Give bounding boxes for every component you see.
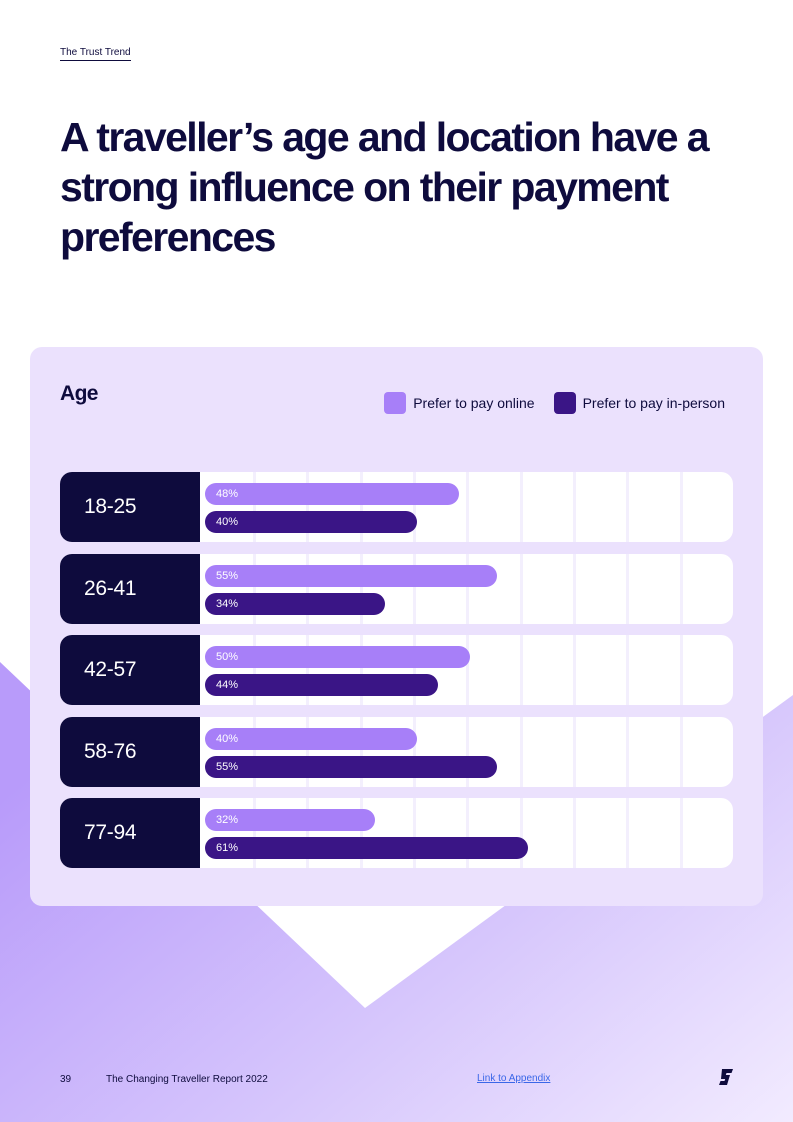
gridline	[626, 554, 629, 624]
appendix-link[interactable]: Link to Appendix	[477, 1073, 551, 1084]
gridline	[573, 717, 576, 787]
category-label: 26-41	[60, 554, 200, 624]
gridline	[520, 635, 523, 705]
bar-value-label: 48%	[216, 488, 239, 500]
gridline	[360, 635, 363, 705]
bar-value-label: 40%	[216, 516, 239, 528]
bar-inperson-77-94: 61%	[205, 837, 529, 859]
chart-row-58-76: 58-76 40% 55%	[60, 717, 733, 787]
gridline	[413, 472, 416, 542]
gridline	[520, 472, 523, 542]
bar-value-label: 55%	[216, 761, 239, 773]
legend-label-inperson: Prefer to pay in-person	[582, 395, 725, 411]
gridline	[360, 554, 363, 624]
page-number: 39	[60, 1074, 72, 1085]
gridline	[520, 798, 523, 868]
bar-value-label: 44%	[216, 679, 239, 691]
legend-item-online: Prefer to pay online	[384, 392, 535, 414]
gridline	[306, 472, 309, 542]
bar-online-18-25: 48%	[205, 483, 460, 505]
gridline	[466, 554, 469, 624]
bar-value-label: 61%	[216, 842, 239, 854]
gridline	[253, 798, 256, 868]
gridline	[466, 472, 469, 542]
chart-row-18-25: 18-25 48% 40%	[60, 472, 733, 542]
chart-row-77-94: 77-94 32% 61%	[60, 798, 733, 868]
gridline	[413, 798, 416, 868]
chart-title: Age	[60, 382, 98, 405]
gridline	[680, 472, 683, 542]
bar-online-77-94: 32%	[205, 809, 375, 831]
gridline	[306, 554, 309, 624]
gridline	[573, 554, 576, 624]
gridline	[306, 635, 309, 705]
gridline	[413, 635, 416, 705]
category-label: 18-25	[60, 472, 200, 542]
gridline	[253, 717, 256, 787]
gridline	[306, 798, 309, 868]
bar-inperson-58-76: 55%	[205, 756, 497, 778]
chart-legend: Prefer to pay online Prefer to pay in-pe…	[365, 392, 725, 414]
category-label: 58-76	[60, 717, 200, 787]
gridline	[360, 472, 363, 542]
bar-value-label: 55%	[216, 570, 239, 582]
chart-row-26-41: 26-41 55% 34%	[60, 554, 733, 624]
category-label: 77-94	[60, 798, 200, 868]
gridline	[626, 472, 629, 542]
bar-online-42-57: 50%	[205, 646, 470, 668]
gridline	[573, 798, 576, 868]
bar-online-26-41: 55%	[205, 565, 497, 587]
bar-value-label: 32%	[216, 814, 239, 826]
bar-value-label: 34%	[216, 598, 239, 610]
gridline	[520, 554, 523, 624]
gridline	[466, 717, 469, 787]
gridline	[253, 635, 256, 705]
gridline	[253, 472, 256, 542]
gridline	[680, 717, 683, 787]
gridline	[626, 635, 629, 705]
gridline	[626, 717, 629, 787]
gridline	[466, 635, 469, 705]
gridline	[573, 472, 576, 542]
gridline	[680, 554, 683, 624]
legend-swatch-inperson	[553, 392, 576, 414]
gridline	[626, 798, 629, 868]
gridline	[573, 635, 576, 705]
gridline	[680, 635, 683, 705]
gridline	[360, 798, 363, 868]
legend-item-inperson: Prefer to pay in-person	[553, 392, 725, 414]
bar-inperson-26-41: 34%	[205, 593, 386, 615]
gridline	[360, 717, 363, 787]
gridline	[680, 798, 683, 868]
category-label: 42-57	[60, 635, 200, 705]
legend-swatch-online	[384, 392, 407, 414]
bar-inperson-42-57: 44%	[205, 674, 439, 696]
age-chart-panel: Age Prefer to pay online Prefer to pay i…	[30, 347, 763, 906]
gridline	[520, 717, 523, 787]
gridline	[413, 717, 416, 787]
section-link[interactable]: The Trust Trend	[60, 47, 131, 61]
bar-value-label: 50%	[216, 651, 239, 663]
legend-label-online: Prefer to pay online	[413, 395, 535, 411]
gridline	[466, 798, 469, 868]
gridline	[253, 554, 256, 624]
gridline	[306, 717, 309, 787]
bar-value-label: 40%	[216, 733, 239, 745]
page-title: A traveller’s age and location have a st…	[60, 114, 710, 260]
brand-logo-icon	[719, 1069, 733, 1085]
bar-inperson-18-25: 40%	[205, 511, 417, 533]
report-name: The Changing Traveller Report 2022	[106, 1074, 268, 1085]
gridline	[413, 554, 416, 624]
bar-online-58-76: 40%	[205, 728, 417, 750]
chart-row-42-57: 42-57 50% 44%	[60, 635, 733, 705]
